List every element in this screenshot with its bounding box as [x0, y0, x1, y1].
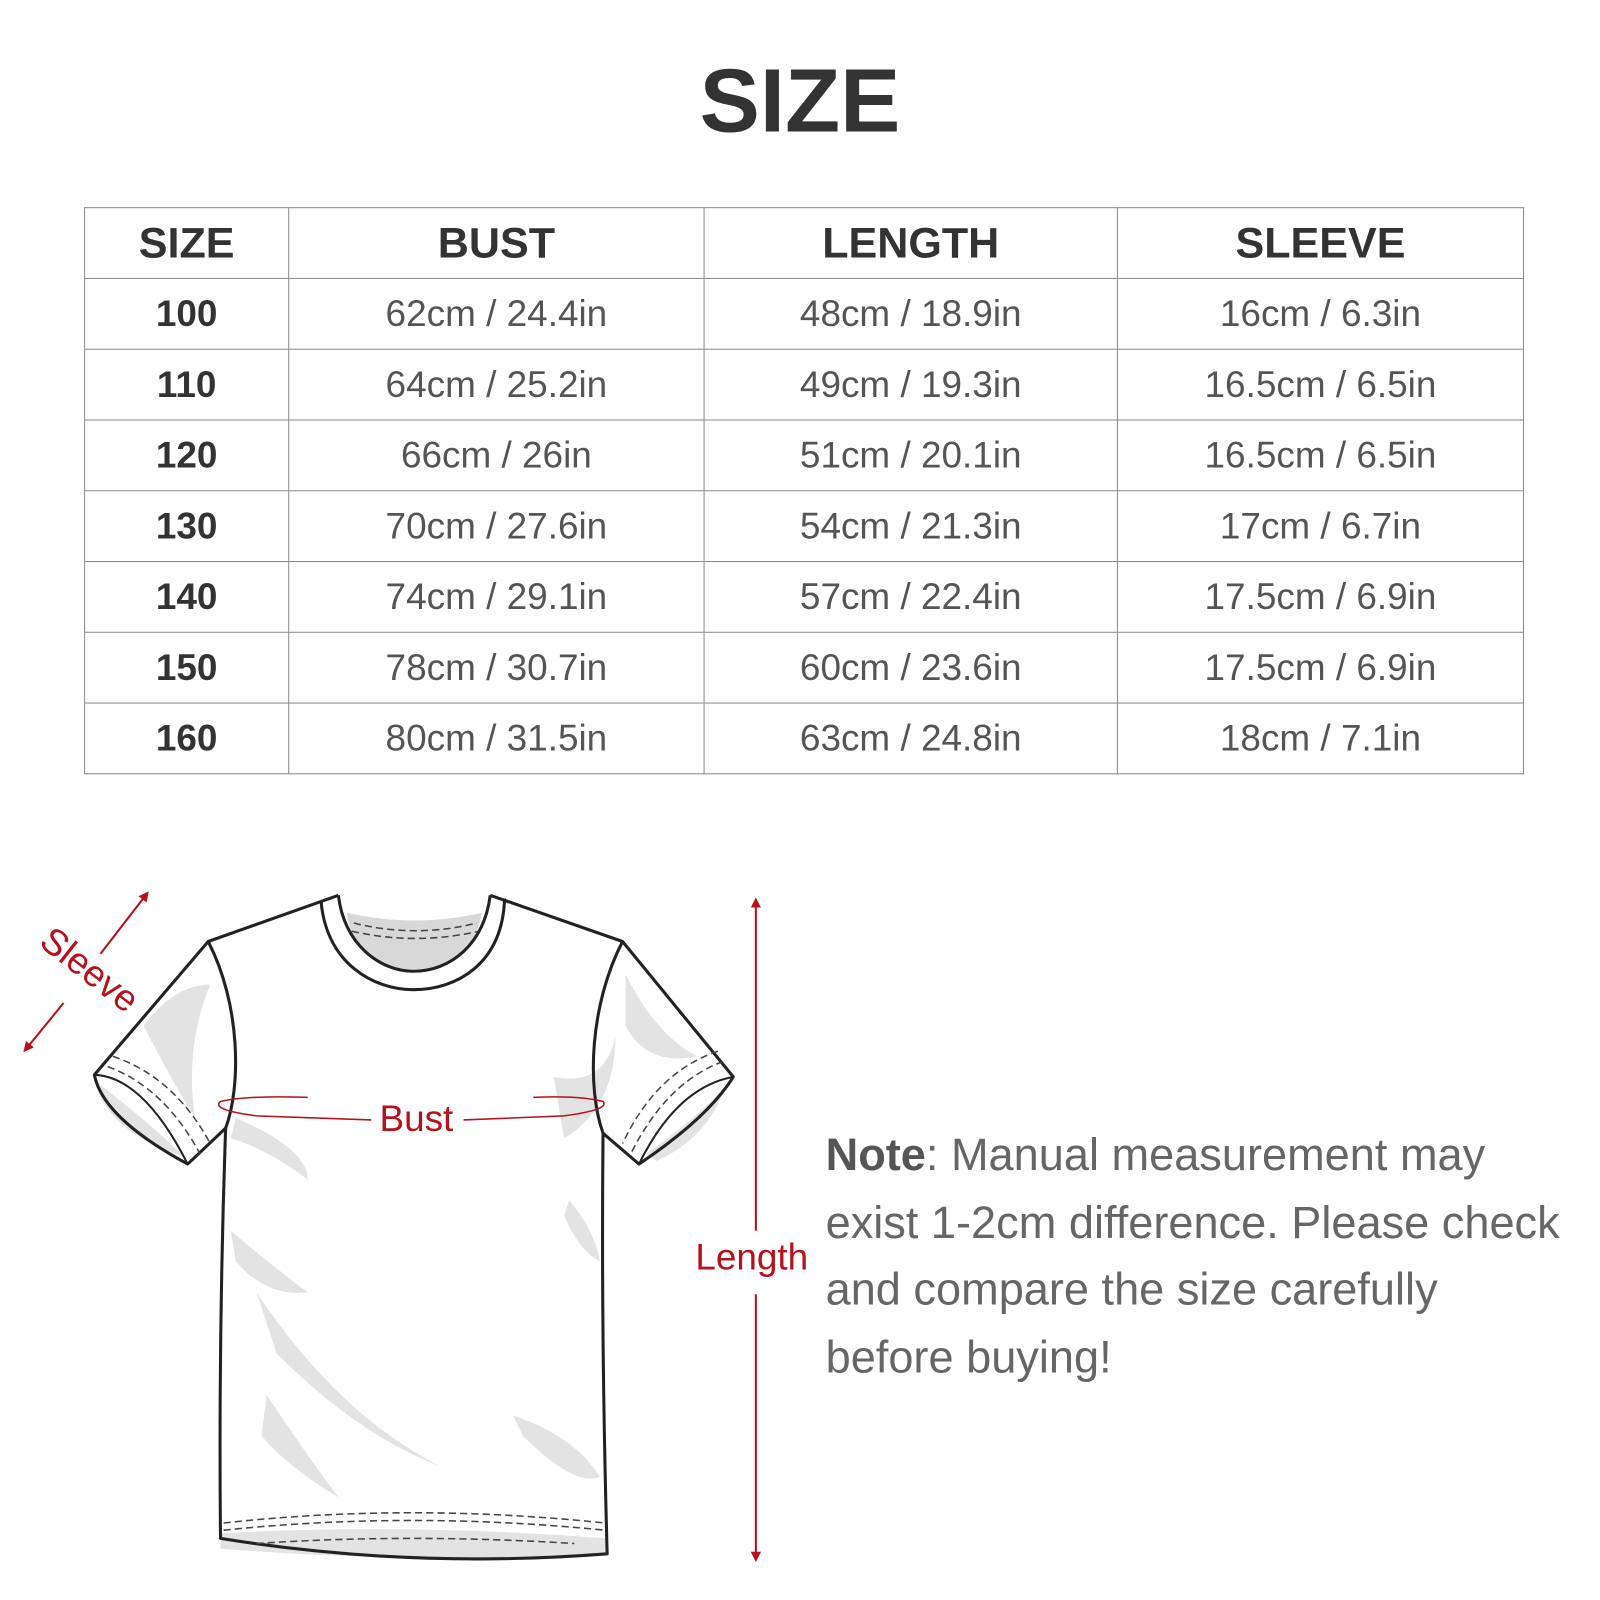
- table-row: 130 70cm / 27.6in 54cm / 21.3in 17cm / 6.7i…: [84, 490, 1525, 563]
- cell-length: 51cm / 20.1in: [703, 419, 1118, 492]
- sleeve-label: Sleeve: [33, 919, 147, 1021]
- cell-size: 140: [84, 561, 290, 633]
- cell-sleeve: 16cm / 6.3in: [1116, 277, 1525, 350]
- note-label: Note: [825, 1130, 926, 1181]
- sleeve-arrow-down: [23, 1002, 65, 1053]
- cell-size: 160: [84, 702, 290, 775]
- cell-bust: 70cm / 27.6in: [288, 490, 705, 563]
- cell-bust: 66cm / 26in: [288, 419, 705, 492]
- cell-bust: 62cm / 24.4in: [288, 277, 705, 350]
- cell-bust: 74cm / 29.1in: [288, 561, 705, 633]
- cell-sleeve: 17cm / 6.7in: [1116, 490, 1525, 563]
- table-row: 110 64cm / 25.2in 49cm / 19.3in 16.5cm / 6.…: [84, 348, 1525, 421]
- page-title: SIZE: [699, 49, 901, 151]
- table-row: 160 80cm / 31.5in 63cm / 24.8in 18cm / 7.1i…: [84, 702, 1525, 775]
- cell-length: 57cm / 22.4in: [703, 561, 1118, 633]
- bust-label: Bust: [379, 1098, 453, 1139]
- note-text: Note: Manual measurement may exist 1-2cm…: [826, 1122, 1564, 1391]
- cell-length: 48cm / 18.9in: [703, 277, 1118, 350]
- size-table: SIZE BUST LENGTH SLEEVE 100 62cm / 24.4in…: [84, 207, 1525, 775]
- cell-sleeve: 17.5cm / 6.9in: [1116, 561, 1525, 633]
- cell-length: 60cm / 23.6in: [703, 631, 1118, 704]
- cell-length: 54cm / 21.3in: [703, 490, 1118, 563]
- sleeve-arrow-up: [99, 891, 149, 955]
- cell-size: 150: [84, 631, 290, 704]
- cell-size: 110: [84, 348, 290, 421]
- header-length: LENGTH: [703, 207, 1118, 279]
- cell-sleeve: 16.5cm / 6.5in: [1116, 348, 1525, 421]
- bust-measure-line: [218, 1096, 372, 1121]
- note-body: : Manual measurement may exist 1-2cm dif…: [825, 1130, 1560, 1382]
- header-sleeve: SLEEVE: [1116, 207, 1525, 279]
- table-row: 150 78cm / 30.7in 60cm / 23.6in 17.5cm / 6.…: [84, 631, 1525, 704]
- cell-size: 130: [84, 490, 290, 563]
- cell-bust: 80cm / 31.5in: [288, 702, 705, 775]
- cell-sleeve: 17.5cm / 6.9in: [1116, 631, 1525, 704]
- cell-bust: 64cm / 25.2in: [288, 348, 705, 421]
- cell-size: 100: [84, 277, 290, 350]
- cell-sleeve: 18cm / 7.1in: [1116, 702, 1525, 775]
- cell-length: 49cm / 19.3in: [703, 348, 1118, 421]
- table-row: 100 62cm / 24.4in 48cm / 18.9in 16cm / 6.3i…: [84, 277, 1525, 350]
- table-row: 120 66cm / 26in 51cm / 20.1in 16.5cm / 6.5i…: [84, 419, 1525, 492]
- cell-length: 63cm / 24.8in: [703, 702, 1118, 775]
- cell-bust: 78cm / 30.7in: [288, 631, 705, 704]
- cell-sleeve: 16.5cm / 6.5in: [1116, 419, 1525, 492]
- header-size: SIZE: [84, 207, 290, 279]
- length-label: Length: [695, 1237, 808, 1278]
- table-row: 140 74cm / 29.1in 57cm / 22.4in 17.5cm / 6.…: [84, 561, 1525, 633]
- tshirt-icon: [92, 893, 735, 1561]
